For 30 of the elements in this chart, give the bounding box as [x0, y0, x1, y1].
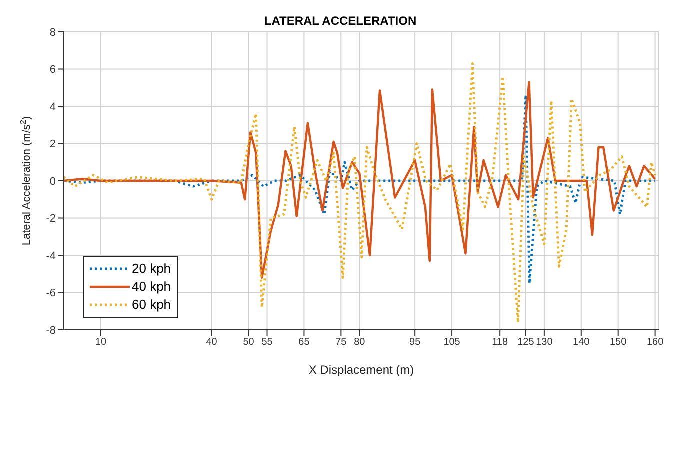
x-tick-label: 150	[610, 337, 628, 348]
y-tick-label: 2	[50, 138, 56, 151]
y-tick-label: 8	[50, 26, 56, 39]
y-tick-label: -8	[46, 324, 56, 337]
x-tick-label: 130	[536, 337, 554, 348]
x-axis-title: X Displacement (m)	[308, 363, 414, 377]
x-tick-label: 140	[573, 337, 590, 348]
y-tick-label: 6	[50, 64, 56, 76]
x-tick-label: 75	[336, 337, 348, 348]
x-tick-label: 80	[354, 337, 366, 348]
x-tick-label: 105	[444, 337, 461, 348]
x-tick-label: 125	[518, 337, 535, 348]
x-tick-label: 40	[206, 337, 218, 348]
x-tick-label: 55	[262, 337, 274, 348]
x-tick-label: 50	[243, 337, 255, 348]
y-tick-label: 0	[50, 176, 56, 188]
legend-label: 60 kph	[132, 296, 172, 314]
x-tick-label: 65	[298, 337, 310, 348]
legend-label: 20 kph	[132, 260, 172, 278]
chart-title: LATERAL ACCELERATION	[263, 14, 418, 28]
line-series	[64, 62, 657, 324]
y-tick-label: -2	[46, 213, 56, 226]
x-tick-label: 10	[95, 337, 107, 348]
x-tick-label: 160	[646, 337, 664, 348]
y-tick-label: 4	[50, 101, 56, 114]
x-tick-label: 95	[410, 337, 422, 348]
x-tick-label: 118	[492, 337, 508, 348]
y-tick-label: -4	[46, 250, 56, 262]
legend-label: 40 kph	[132, 278, 172, 296]
y-tick-label: -6	[46, 288, 56, 300]
